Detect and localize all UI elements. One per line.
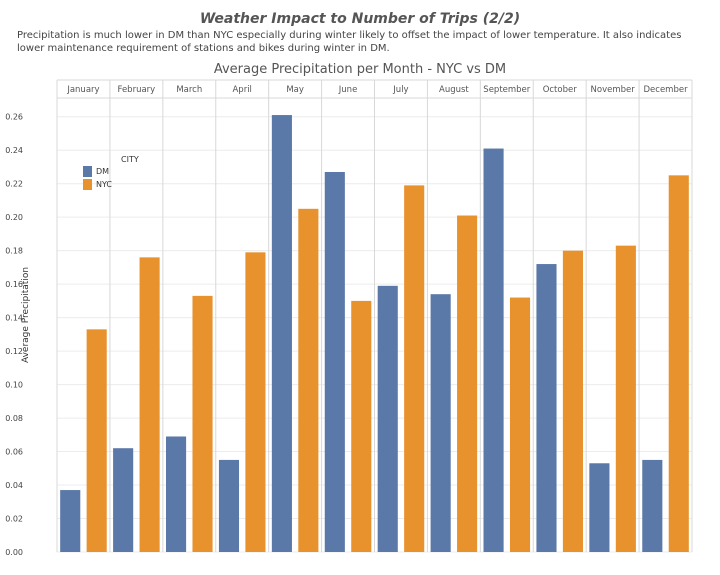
y-tick-label: 0.18 (5, 247, 23, 256)
legend-title: CITY (121, 155, 139, 164)
month-header: December (644, 85, 689, 95)
bar-nyc (615, 245, 636, 552)
bar-dm (60, 490, 81, 552)
bar-nyc (351, 300, 372, 552)
bar-dm (166, 436, 187, 552)
month-header: July (392, 85, 408, 95)
bar-dm (483, 148, 504, 552)
chart-title: Average Precipitation per Month - NYC vs… (213, 62, 507, 77)
y-tick-label: 0.24 (5, 146, 23, 155)
y-tick-label: 0.06 (5, 448, 23, 457)
month-header: November (591, 85, 636, 95)
bar-nyc (509, 297, 531, 552)
gridlines (56, 79, 693, 553)
legend: CITY DM NYC (83, 155, 139, 190)
bar-dm (271, 115, 292, 553)
bar-dm (377, 285, 398, 552)
bar-dm (218, 459, 240, 552)
bar-nyc (298, 208, 319, 552)
month-header: October (543, 85, 578, 95)
bar-dm (536, 264, 557, 552)
y-tick-label: 0.08 (5, 414, 23, 423)
y-tick-label: 0.20 (5, 213, 23, 222)
month-header: January (66, 85, 99, 95)
bar-dm (113, 448, 134, 552)
bars (60, 115, 689, 553)
bar-nyc (245, 252, 266, 552)
month-header: April (232, 85, 251, 95)
y-tick-label: 0.00 (5, 548, 23, 557)
y-tick-label: 0.14 (5, 314, 23, 323)
bar-nyc (668, 175, 689, 553)
legend-swatch-nyc (83, 179, 92, 190)
bar-dm (324, 171, 345, 553)
y-tick-label: 0.22 (5, 180, 23, 189)
bar-dm (642, 459, 663, 552)
y-axis-ticks: 0.00 0.02 0.04 0.06 0.08 0.10 0.12 0.14 0.16 0.18… (5, 113, 23, 557)
y-tick-label: 0.04 (5, 481, 23, 490)
month-header: March (176, 85, 202, 95)
legend-label: DM (96, 167, 109, 176)
y-tick-label: 0.10 (5, 381, 23, 390)
legend-label: NYC (96, 180, 112, 189)
month-headers: January February March April May June July Augu… (66, 85, 688, 95)
month-header: August (439, 85, 469, 95)
bar-nyc (562, 250, 583, 552)
bar-dm (430, 294, 451, 552)
bar-dm (589, 463, 610, 552)
y-axis-label: Average Precipitation (21, 267, 31, 363)
y-tick-label: 0.26 (5, 113, 23, 122)
month-header: May (286, 85, 304, 95)
legend-swatch-dm (83, 166, 92, 177)
bar-nyc (86, 329, 107, 552)
month-header: June (338, 85, 358, 95)
bar-nyc (192, 295, 213, 552)
bar-nyc (457, 215, 478, 552)
page-subtitle: Precipitation is much lower in DM than N… (17, 30, 682, 54)
month-header: September (483, 85, 530, 95)
bar-nyc (404, 185, 425, 552)
bar-nyc (139, 257, 160, 552)
month-header: February (118, 85, 156, 95)
y-tick-label: 0.02 (5, 515, 23, 524)
y-tick-label: 0.12 (5, 347, 23, 356)
y-tick-label: 0.16 (5, 280, 23, 289)
page-title: Weather Impact to Number of Trips (2/2) (199, 11, 521, 27)
